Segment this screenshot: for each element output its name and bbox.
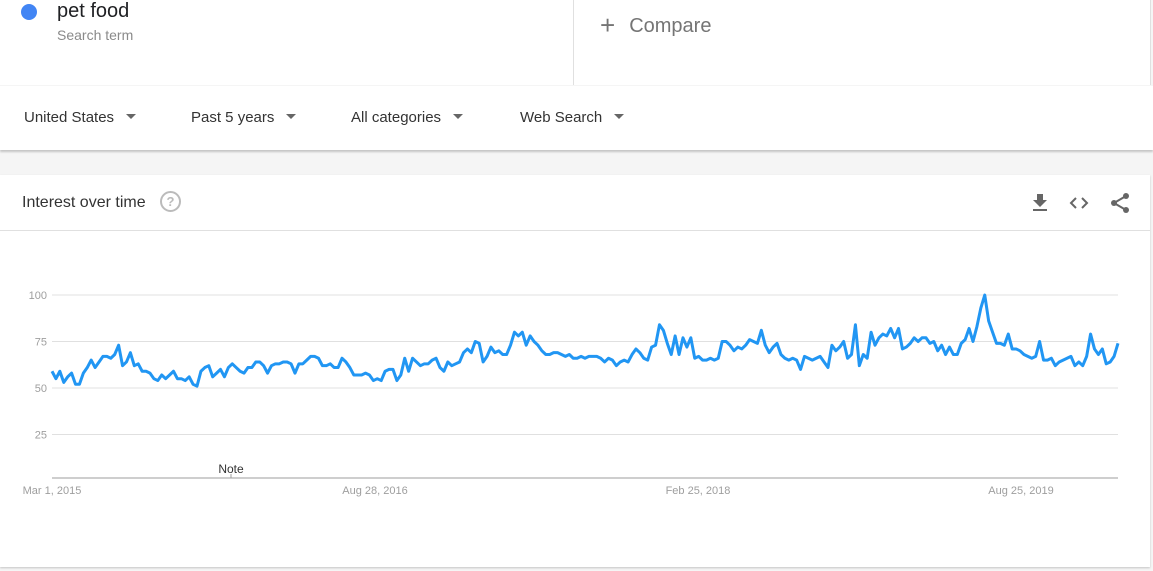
category-label: All categories bbox=[351, 109, 442, 126]
y-tick-label: 50 bbox=[35, 383, 47, 395]
x-tick-label: Mar 1, 2015 bbox=[23, 485, 82, 497]
compare-label: Compare bbox=[629, 15, 712, 37]
download-button[interactable] bbox=[1028, 191, 1052, 215]
time-range-dropdown[interactable]: Past 5 years bbox=[191, 109, 297, 126]
card-title: Interest over time bbox=[22, 194, 146, 211]
interest-over-time-card: Interest over time ? bbox=[0, 175, 1150, 567]
search-type-label: Web Search bbox=[520, 109, 603, 126]
region-label: United States bbox=[24, 109, 115, 126]
filter-bar: United States Past 5 years All categorie… bbox=[0, 86, 1153, 150]
search-term-card[interactable]: pet food Search term bbox=[0, 0, 574, 85]
embed-button[interactable] bbox=[1067, 191, 1091, 215]
caret-down-icon bbox=[126, 114, 137, 119]
search-header: pet food Search term + Compare bbox=[0, 0, 1151, 85]
region-dropdown[interactable]: United States bbox=[24, 109, 137, 126]
search-term-subtitle: Search term bbox=[57, 27, 134, 43]
x-tick-label: Aug 28, 2016 bbox=[342, 485, 407, 497]
plus-icon: + bbox=[600, 10, 616, 40]
y-tick-label: 25 bbox=[35, 430, 47, 442]
series-color-dot bbox=[21, 4, 37, 20]
card-divider bbox=[0, 230, 1150, 231]
y-tick-label: 100 bbox=[29, 290, 47, 302]
x-tick-label: Feb 25, 2018 bbox=[666, 485, 731, 497]
caret-down-icon bbox=[453, 114, 464, 119]
note-annotation: Note bbox=[218, 462, 244, 476]
caret-down-icon bbox=[286, 114, 297, 119]
category-dropdown[interactable]: All categories bbox=[351, 109, 464, 126]
series-line bbox=[50, 293, 1120, 388]
x-tick-label: Aug 25, 2019 bbox=[988, 485, 1053, 497]
time-range-label: Past 5 years bbox=[191, 109, 275, 126]
search-term-name[interactable]: pet food bbox=[57, 0, 130, 22]
compare-button[interactable]: + Compare bbox=[600, 10, 711, 41]
search-type-dropdown[interactable]: Web Search bbox=[520, 109, 625, 126]
caret-down-icon bbox=[614, 114, 625, 119]
share-icon bbox=[1111, 193, 1129, 213]
help-icon[interactable]: ? bbox=[160, 191, 181, 212]
share-button[interactable] bbox=[1108, 191, 1132, 215]
download-icon bbox=[1033, 194, 1047, 211]
y-tick-label: 75 bbox=[35, 337, 47, 349]
embed-icon bbox=[1069, 197, 1089, 209]
